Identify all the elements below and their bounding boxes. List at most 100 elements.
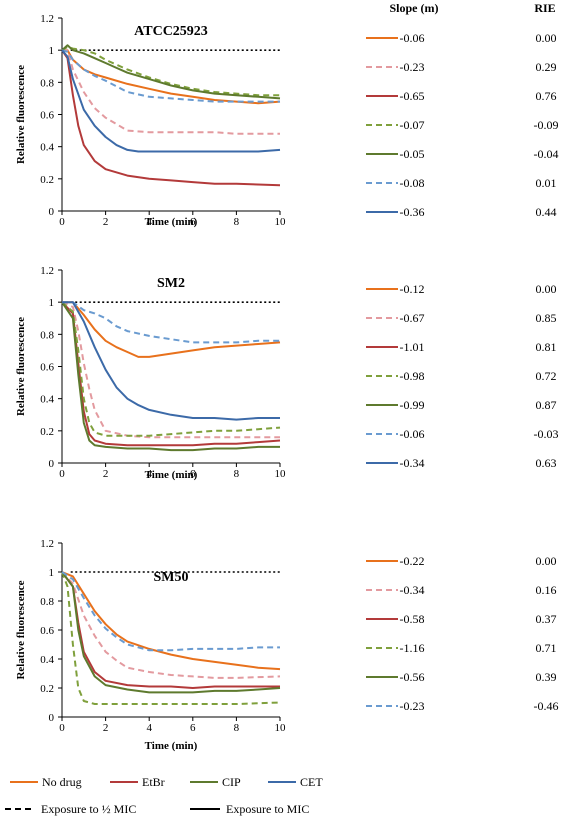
- x-tick-label: 6: [190, 722, 196, 734]
- rie-value: 0.85: [536, 311, 557, 325]
- chart-panel-2: 0 0.2 0.4 0.6 0.8 1 1.2 0 2 4 6 8 10 Time (min) Relati…: [15, 538, 286, 752]
- rie-value: 0.00: [536, 31, 557, 45]
- series-line-6: [61, 49, 281, 153]
- x-axis-label: Time (min): [145, 740, 198, 752]
- slope-value: -0.23: [400, 60, 425, 74]
- legend: No drug EtBr CIP CET Exposure to ½ MIC Exposu…: [5, 775, 323, 816]
- y-tick-label: 0.6: [40, 362, 54, 374]
- y-tick-label: 0.8: [40, 77, 54, 89]
- y-tick-label: 0: [49, 206, 55, 218]
- x-tick-label: 0: [59, 722, 65, 734]
- x-tick-label: 0: [59, 216, 65, 228]
- series-line-5: [61, 49, 280, 103]
- y-tick-label: 0: [49, 712, 55, 724]
- chart-panel-1: 0 0.2 0.4 0.6 0.8 1 1.2 0 2 4 6 8 10 Time (min) Relati…: [15, 265, 286, 481]
- y-tick-label: 1.2: [40, 13, 54, 25]
- slope-value: -0.23: [400, 699, 425, 713]
- x-tick-label: 8: [234, 468, 240, 480]
- x-tick-label: 2: [103, 216, 109, 228]
- values-table-2: -0.22 0.00 -0.34 0.16 -0.58 0.37 -1.16 0.71 -0.5…: [366, 554, 559, 713]
- series-line-3: [61, 301, 281, 437]
- legend-label: CET: [300, 775, 323, 789]
- slope-value: -0.67: [400, 311, 425, 325]
- y-tick-label: 1.2: [40, 265, 54, 277]
- slope-value: -0.34: [400, 583, 425, 597]
- legend-label: No drug: [42, 775, 82, 789]
- y-tick-label: 0.2: [40, 174, 54, 186]
- x-tick-label: 0: [59, 468, 65, 480]
- series-line-3: [61, 45, 280, 97]
- slope-value: -0.65: [400, 89, 425, 103]
- series-line-2: [61, 301, 281, 447]
- y-tick-label: 1: [49, 45, 55, 57]
- rie-value: 0.01: [536, 176, 557, 190]
- series-line-5: [62, 301, 280, 344]
- series-line-2: [61, 49, 281, 187]
- y-tick-label: 1: [49, 297, 55, 309]
- y-axis-label: Relative fluorescence: [15, 65, 27, 164]
- rie-value: 0.87: [536, 398, 557, 412]
- values-table-0: -0.06 0.00 -0.23 0.29 -0.65 0.76 -0.07 -0.09 -0.…: [366, 31, 559, 219]
- legend-label: CIP: [222, 775, 241, 789]
- x-tick-label: 8: [234, 216, 240, 228]
- chart-panel-0: 0 0.2 0.4 0.6 0.8 1 1.2 0 2 4 6 8 10 Time (min) Relati…: [15, 13, 286, 228]
- rie-value: 0.39: [536, 670, 557, 684]
- slope-value: -0.99: [400, 398, 425, 412]
- x-tick-label: 2: [103, 722, 109, 734]
- y-axis-label: Relative fluorescence: [15, 317, 27, 416]
- slope-value: -0.36: [400, 205, 425, 219]
- slope-value: -0.06: [400, 31, 425, 45]
- x-tick-label: 4: [146, 722, 152, 734]
- x-tick-label: 6: [190, 468, 196, 480]
- series-line-4: [61, 301, 280, 452]
- slope-value: -0.05: [400, 147, 425, 161]
- rie-value: 0.76: [536, 89, 557, 103]
- series-line-4: [61, 44, 281, 100]
- slope-column-header: Slope (m): [390, 1, 439, 15]
- slope-value: -0.08: [400, 176, 425, 190]
- y-tick-label: 0.4: [40, 394, 54, 406]
- rie-column-header: RIE: [534, 1, 555, 15]
- y-tick-label: 1: [49, 567, 55, 579]
- rie-value: 0.37: [536, 612, 557, 626]
- series-line-5: [61, 571, 280, 652]
- legend-style-label: Exposure to MIC: [226, 802, 309, 816]
- x-tick-label: 10: [275, 722, 287, 734]
- rie-value: 0.81: [536, 340, 557, 354]
- chart-title: SM50: [154, 570, 189, 585]
- slope-value: -0.58: [400, 612, 425, 626]
- series-line-4: [61, 571, 281, 694]
- y-axis-label: Relative fluorescence: [15, 580, 27, 679]
- series-line-1: [61, 301, 280, 439]
- y-tick-label: 0.8: [40, 329, 54, 341]
- series-line-2: [61, 571, 280, 689]
- y-tick-label: 0.4: [40, 142, 54, 154]
- rie-value: -0.03: [534, 427, 559, 441]
- rie-value: 0.63: [536, 456, 557, 470]
- rie-value: 0.44: [536, 205, 557, 219]
- slope-value: -0.98: [400, 369, 425, 383]
- x-tick-label: 2: [103, 468, 109, 480]
- series-line-3: [61, 571, 281, 705]
- x-tick-label: 4: [146, 216, 152, 228]
- legend-style-label: Exposure to ½ MIC: [41, 802, 136, 816]
- x-tick-label: 4: [146, 468, 152, 480]
- series-line-0: [62, 301, 281, 358]
- rie-value: 0.00: [536, 554, 557, 568]
- rie-value: 0.29: [536, 60, 557, 74]
- x-tick-label: 6: [190, 216, 196, 228]
- slope-value: -1.01: [400, 340, 425, 354]
- y-tick-label: 0.2: [40, 426, 54, 438]
- rie-value: 0.16: [536, 583, 557, 597]
- chart-title: SM2: [157, 276, 185, 291]
- slope-value: -0.34: [400, 456, 425, 470]
- slope-value: -0.56: [400, 670, 425, 684]
- y-tick-label: 0.6: [40, 625, 54, 637]
- chart-title: ATCC25923: [134, 24, 208, 39]
- rie-value: 0.00: [536, 282, 557, 296]
- series-line-1: [62, 49, 280, 135]
- y-tick-label: 0.2: [40, 683, 54, 695]
- series-line-0: [61, 571, 281, 671]
